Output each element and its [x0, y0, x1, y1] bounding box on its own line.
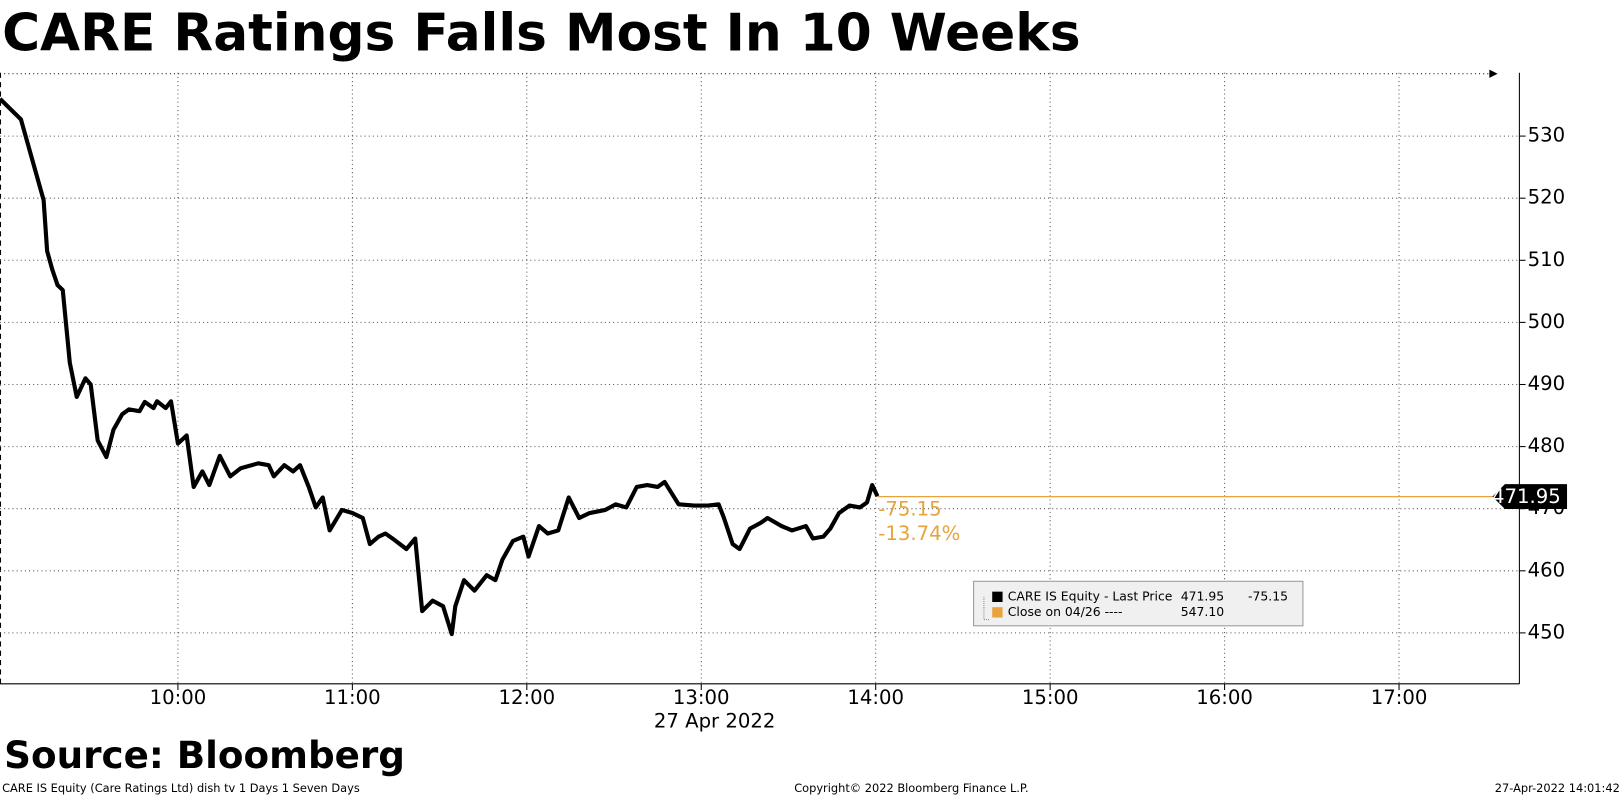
footer-left: CARE IS Equity (Care Ratings Ltd) dish t… [2, 781, 360, 795]
change-annotation: -13.74% [878, 522, 960, 545]
chart-title: CARE Ratings Falls Most In 10 Weeks [2, 4, 1080, 64]
x-tick-label: 17:00 [1371, 686, 1428, 709]
price-tag [1492, 484, 1568, 510]
legend-swatch [992, 591, 1003, 602]
y-tick-label: 500 [1528, 310, 1566, 333]
y-tick-label: 520 [1528, 186, 1566, 209]
y-tick-label: 450 [1528, 620, 1566, 643]
legend-name: CARE IS Equity - Last Price [1008, 588, 1173, 603]
x-tick-label: 16:00 [1196, 686, 1253, 709]
legend-last: 547.10 [1181, 604, 1225, 619]
x-tick-label: 10:00 [150, 686, 207, 709]
legend-change: -75.15 [1248, 588, 1288, 603]
x-tick-label: 12:00 [498, 686, 555, 709]
x-tick-label: 14:00 [847, 686, 904, 709]
x-tick-label: 11:00 [324, 686, 381, 709]
legend-last: 471.95 [1181, 588, 1224, 603]
y-tick-label: 490 [1528, 372, 1566, 395]
change-annotation: -75.15 [878, 497, 941, 520]
footer-center: Copyright© 2022 Bloomberg Finance L.P. [794, 781, 1028, 795]
price-tag-label: 471.95 [1492, 485, 1561, 508]
y-tick-label: 510 [1528, 248, 1566, 271]
y-tick-label: 530 [1528, 124, 1566, 147]
legend-swatch [992, 607, 1003, 618]
footer-right: 27-Apr-2022 14:01:42 [1495, 781, 1620, 795]
source: Source: Bloomberg [4, 733, 405, 777]
price-line [0, 97, 880, 637]
legend-box [973, 580, 1304, 627]
x-tick-label: 13:00 [673, 686, 730, 709]
legend-name: Close on 04/26 ---- [1008, 604, 1123, 619]
y-tick-label: 460 [1528, 558, 1566, 581]
x-tick-label: 15:00 [1022, 686, 1079, 709]
y-tick-label: 480 [1528, 434, 1566, 457]
legend-tree [983, 596, 991, 621]
axis-arrow [1489, 69, 1498, 78]
x-axis-label: 27 Apr 2022 [654, 710, 776, 733]
